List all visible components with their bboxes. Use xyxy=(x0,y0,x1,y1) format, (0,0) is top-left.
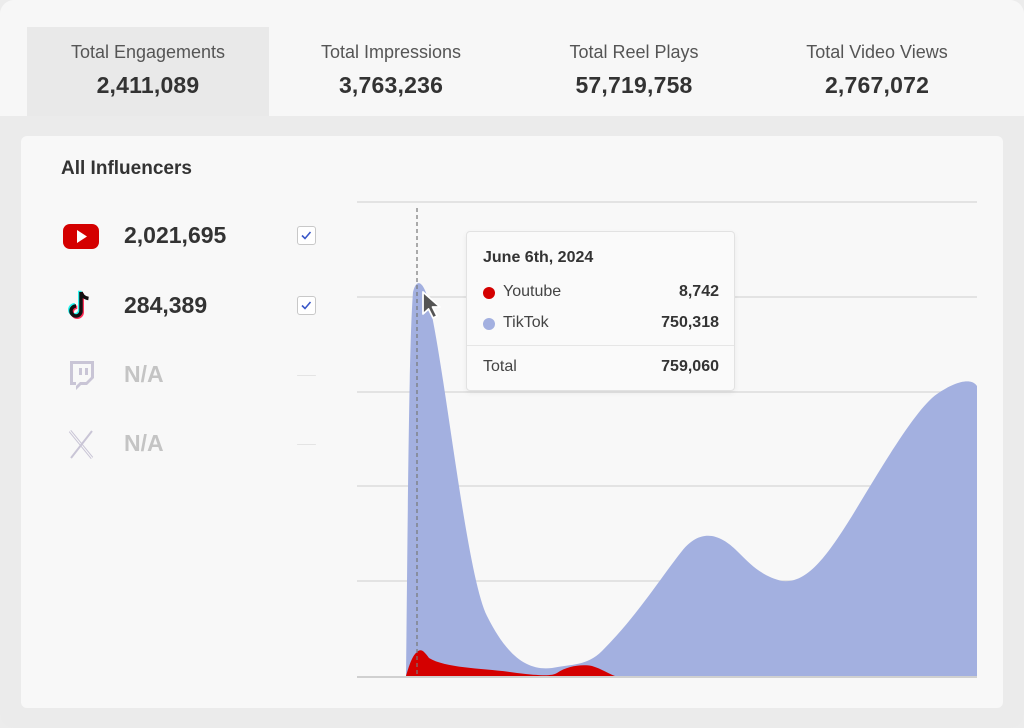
platform-value: 2,021,695 xyxy=(124,222,227,248)
tooltip-row-youtube: Youtube 8,742 xyxy=(483,283,719,303)
tooltip-divider xyxy=(467,345,734,346)
legend-dot-youtube xyxy=(483,287,495,299)
metric-value: 3,763,236 xyxy=(338,72,444,98)
platform-row-x: N/A xyxy=(61,424,321,464)
legend-dot-tiktok xyxy=(483,318,495,330)
series-name: TikTok xyxy=(503,314,549,331)
check-icon xyxy=(301,301,312,310)
series-value: 8,742 xyxy=(678,283,719,300)
metric-value: 2,767,072 xyxy=(824,72,930,98)
platform-value: N/A xyxy=(124,430,164,456)
platform-row-youtube: 2,021,695 xyxy=(61,216,321,256)
platform-value: N/A xyxy=(124,361,164,387)
youtube-icon xyxy=(61,218,101,254)
youtube-area xyxy=(406,650,615,676)
metric-value: 2,411,089 xyxy=(96,72,200,98)
platform-row-twitch: N/A xyxy=(61,355,321,395)
total-label: Total xyxy=(483,358,517,375)
metric-label: Total Engagements xyxy=(70,42,226,62)
series-value: 750,318 xyxy=(661,314,719,331)
metric-tabs: Total Engagements 2,411,089 Total Impres… xyxy=(0,0,1024,116)
metric-value: 57,719,758 xyxy=(575,72,693,98)
total-value: 759,060 xyxy=(661,358,719,375)
platform-row-tiktok: 284,389 xyxy=(61,286,321,326)
influencer-panel: All Influencers 2,021,695 xyxy=(21,136,1003,708)
platform-value: 284,389 xyxy=(124,292,208,318)
tab-total-engagements[interactable]: Total Engagements 2,411,089 xyxy=(27,27,269,116)
series-name: Youtube xyxy=(503,283,562,300)
tab-total-video-views[interactable]: Total Video Views 2,767,072 xyxy=(756,27,998,116)
twitch-icon xyxy=(61,357,101,393)
check-icon xyxy=(301,231,312,240)
tooltip-date: June 6th, 2024 xyxy=(483,249,594,266)
panel-title: All Influencers xyxy=(61,158,192,179)
tab-total-reel-plays[interactable]: Total Reel Plays 57,719,758 xyxy=(513,27,755,116)
tiktok-checkbox[interactable] xyxy=(297,296,316,315)
metric-label: Total Video Views xyxy=(806,42,948,62)
youtube-checkbox[interactable] xyxy=(297,226,316,245)
tooltip-total-row: Total 759,060 xyxy=(483,358,719,376)
x-icon xyxy=(61,426,101,462)
twitch-checkbox[interactable] xyxy=(297,375,316,376)
tooltip-row-tiktok: TikTok 750,318 xyxy=(483,314,719,334)
mouse-cursor-icon xyxy=(422,291,441,319)
chart-tooltip: June 6th, 2024 Youtube 8,742 TikTok 750,… xyxy=(466,231,735,391)
x-checkbox[interactable] xyxy=(297,444,316,445)
metric-label: Total Reel Plays xyxy=(569,42,699,62)
tiktok-area xyxy=(406,283,977,676)
tab-total-impressions[interactable]: Total Impressions 3,763,236 xyxy=(270,27,512,116)
metric-label: Total Impressions xyxy=(320,42,462,62)
tiktok-icon xyxy=(61,288,101,324)
